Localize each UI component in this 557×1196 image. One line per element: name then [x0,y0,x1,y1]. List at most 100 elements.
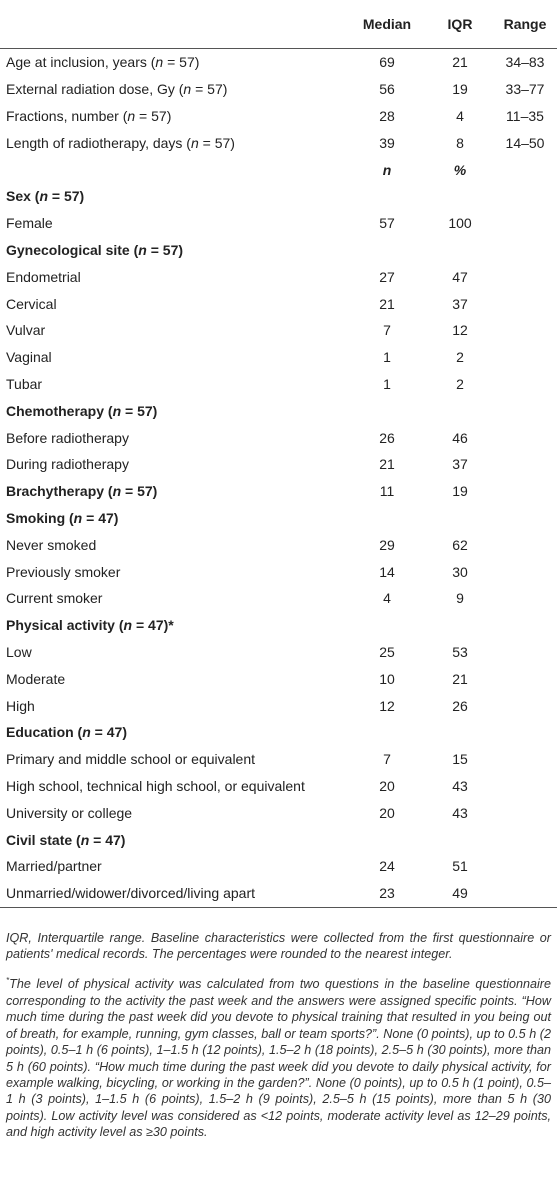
cell: n [382,161,392,178]
empty-cell [347,719,427,746]
row-label: During radiotherapy [6,456,129,473]
empty-cell [427,826,493,853]
data-row: University or college 20 43 [0,799,557,826]
data-row: Primary and middle school or equivalent 7… [0,746,557,773]
row-label: Current smoker [6,590,103,607]
cell: 14 [379,563,395,580]
row-label: Fractions, number (n = 57) [6,107,172,124]
empty-cell [493,879,557,908]
cell: 10 [379,670,395,687]
column-header: IQR [427,0,493,49]
data-row: Previously smoker 14 30 [0,558,557,585]
empty-cell [493,558,557,585]
data-row: Vulvar 7 12 [0,317,557,344]
section-row: Gynecological site (n = 57) [0,237,557,264]
empty-cell [427,397,493,424]
footnote-text: The level of physical activity was calcu… [6,977,551,1140]
section-row: Education (n = 47) [0,719,557,746]
section-title: Physical activity (n = 47)* [6,617,174,634]
header-blank [0,0,347,49]
cell: 24 [379,858,395,875]
section-row: Brachytherapy (n = 57) 11 19 [0,478,557,505]
characteristics-table: Median IQR Range Age at inclusion, years (… [0,0,557,908]
cell: 1 [383,375,391,392]
cell: 47 [452,268,468,285]
cell: 14–50 [505,134,545,151]
section-title: Education (n = 47) [6,724,127,741]
cell: 56 [379,81,395,98]
data-row: High school, technical high school, or e… [0,773,557,800]
cell: 9 [456,590,464,607]
cell: 39 [379,134,395,151]
empty-cell [347,397,427,424]
subheader-row: n% [0,156,557,183]
data-row: During radiotherapy 21 37 [0,451,557,478]
footnote-mark: * [6,976,10,986]
section-title: Civil state (n = 47) [6,831,126,848]
cell: 37 [452,295,468,312]
data-row: Never smoked 29 62 [0,531,557,558]
empty-cell [493,719,557,746]
empty-cell [493,478,557,505]
empty-cell [347,505,427,532]
empty-cell [493,263,557,290]
cell: 12 [379,697,395,714]
empty-cell [347,237,427,264]
row-label: Tubar [6,375,43,392]
abbreviations-note: IQR, Interquartile range. Baseline chara… [6,930,551,961]
data-row: Tubar 1 2 [0,371,557,398]
row-label: Primary and middle school or equivalent [6,751,256,768]
cell: 34–83 [505,54,545,71]
cell: 27 [379,268,395,285]
cell: 25 [379,643,395,660]
row-label: Married/partner [6,858,102,875]
cell: 11–35 [506,107,544,124]
cell: 1 [383,349,391,366]
section-row: Civil state (n = 47) [0,826,557,853]
empty-cell [347,183,427,210]
section-title: Gynecological site (n = 57) [6,241,184,258]
cell: 26 [452,697,468,714]
cell: 46 [452,429,468,446]
empty-cell [493,290,557,317]
cell: 2 [456,375,464,392]
header-row: Median IQR Range [0,0,557,49]
empty-cell [493,183,557,210]
cell: 51 [452,858,468,875]
row-label: Age at inclusion, years (n = 57) [6,54,200,71]
cell: 26 [379,429,395,446]
footnote: *The level of physical activity was calc… [6,973,551,1140]
cell: 69 [379,54,395,71]
row-label: Never smoked [6,536,97,553]
data-row: Unmarried/widower/divorced/living apart 2… [0,879,557,908]
table-notes: IQR, Interquartile range. Baseline chara… [0,908,557,1141]
table-body: Age at inclusion, years (n = 57) 69 21 34–8… [0,49,557,908]
empty-cell [493,773,557,800]
section-title: Smoking (n = 47) [6,509,119,526]
row-label: Cervical [6,295,57,312]
row-label: Endometrial [6,268,81,285]
section-row: Physical activity (n = 47)* [0,612,557,639]
cell: 100 [448,215,472,232]
cell: 4 [456,107,464,124]
section-row: Chemotherapy (n = 57) [0,397,557,424]
cell: 53 [452,643,468,660]
cell: 21 [452,54,468,71]
row-label: University or college [6,804,133,821]
empty-cell [347,826,427,853]
row-label: External radiation dose, Gy (n = 57) [6,81,228,98]
empty-cell [493,826,557,853]
row-label: Vulvar [6,322,46,339]
section-row: Smoking (n = 47) [0,505,557,532]
cell: 57 [379,215,395,232]
section-title: Brachytherapy (n = 57) [6,483,158,500]
data-row: Moderate 10 21 [0,665,557,692]
row-label: Length of radiotherapy, days (n = 57) [6,134,235,151]
data-row: Married/partner 24 51 [0,853,557,880]
column-header: Range [493,0,557,49]
cell: % [453,161,467,178]
row-label: Unmarried/widower/divorced/living apart [0,879,347,908]
data-row: Low 25 53 [0,639,557,666]
empty-cell [493,612,557,639]
